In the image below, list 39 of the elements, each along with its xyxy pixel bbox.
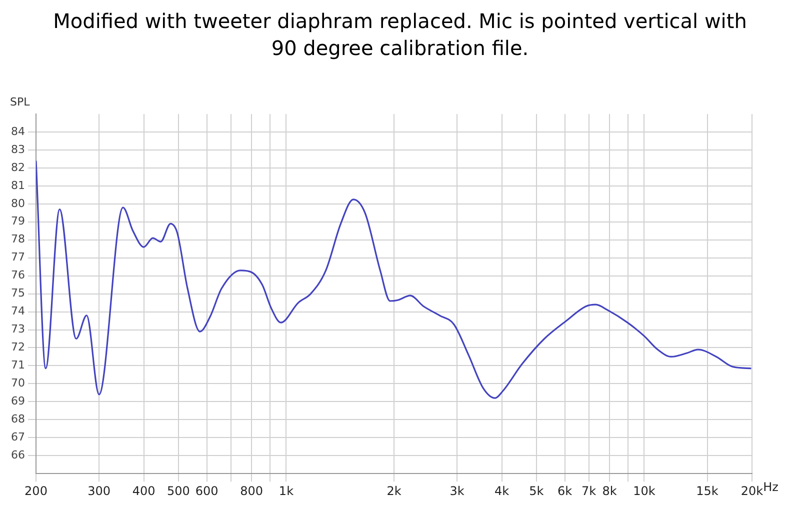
y-tick-label: 71 — [10, 358, 25, 372]
x-tick-label: 3k — [450, 484, 464, 498]
y-tick-label: 80 — [10, 196, 25, 210]
y-tick-label: 73 — [10, 322, 25, 336]
y-tick-label: 75 — [10, 286, 25, 300]
x-tick-label: 2k — [386, 484, 402, 498]
y-tick-label: 83 — [10, 142, 25, 156]
y-tick-label: 66 — [10, 448, 25, 462]
y-tick-label: 84 — [10, 124, 25, 138]
y-tick-label: 77 — [10, 250, 25, 264]
x-tick-label: 200 — [24, 484, 48, 498]
x-tick-label: 5k — [529, 484, 544, 498]
chart-title: Modified with tweeter diaphram replaced. Mic is pointed vertical with 90 degree calibration file. — [52, 8, 748, 62]
x-tick-label: 500 — [167, 484, 190, 498]
y-tick-label: 79 — [10, 214, 25, 228]
x-tick-label: 8k — [602, 484, 617, 498]
y-tick-label: 67 — [10, 430, 25, 444]
x-tick-label: 800 — [240, 484, 263, 498]
y-tick-label: 78 — [10, 232, 25, 246]
y-tick-label: 72 — [10, 340, 25, 354]
x-tick-label: 6k — [558, 484, 572, 498]
y-axis-title: SPL — [10, 95, 31, 108]
y-tick-label: 82 — [10, 160, 25, 174]
y-tick-label: 74 — [10, 304, 25, 318]
y-tick-label: 68 — [10, 412, 25, 426]
x-tick-label: 10k — [633, 484, 656, 498]
x-tick-label: 15k — [696, 484, 718, 498]
y-tick-label: 70 — [10, 376, 25, 390]
x-tick-label: 7k — [581, 484, 596, 498]
y-tick-label: 69 — [10, 394, 25, 408]
x-tick-label: 600 — [195, 484, 218, 498]
x-tick-label: 20k — [740, 484, 764, 498]
y-tick-label: 76 — [10, 268, 25, 282]
x-axis-title: Hz — [763, 480, 778, 494]
x-tick-label: 400 — [132, 484, 156, 498]
x-tick-label: 1k — [278, 484, 294, 498]
y-tick-label: 81 — [10, 178, 25, 192]
x-tick-label: 300 — [88, 484, 110, 498]
x-tick-label: 4k — [494, 484, 510, 498]
